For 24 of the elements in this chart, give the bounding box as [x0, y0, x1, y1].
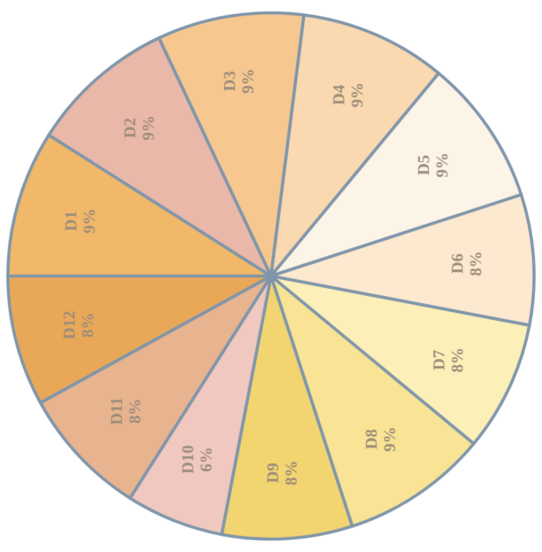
data-label: 8% [82, 314, 94, 338]
slice-label: D3 [224, 71, 236, 91]
data-label: 9% [242, 70, 254, 94]
slice-label: D10 [182, 446, 194, 474]
data-label: 9% [142, 117, 154, 140]
data-label: 9% [384, 428, 396, 452]
slice-label: D5 [418, 156, 430, 175]
data-label: 9% [352, 84, 363, 107]
slice-label: D1 [65, 212, 76, 231]
slice-label: D12 [64, 311, 75, 340]
data-label: 6% [200, 448, 212, 472]
data-label: 8% [286, 462, 297, 485]
data-label: 9% [436, 154, 448, 178]
data-label: 9% [84, 210, 95, 233]
slice-label: D7 [433, 350, 444, 370]
data-label: 8% [129, 400, 141, 424]
data-label: 8% [452, 349, 463, 372]
data-label: 8% [470, 252, 482, 276]
slice-label: D2 [124, 118, 136, 138]
slice-label: D4 [333, 85, 344, 105]
slice-label: D9 [267, 463, 278, 483]
slice-label: D8 [366, 430, 377, 450]
slice-label: D11 [110, 398, 122, 425]
slice-label: D6 [452, 254, 463, 274]
